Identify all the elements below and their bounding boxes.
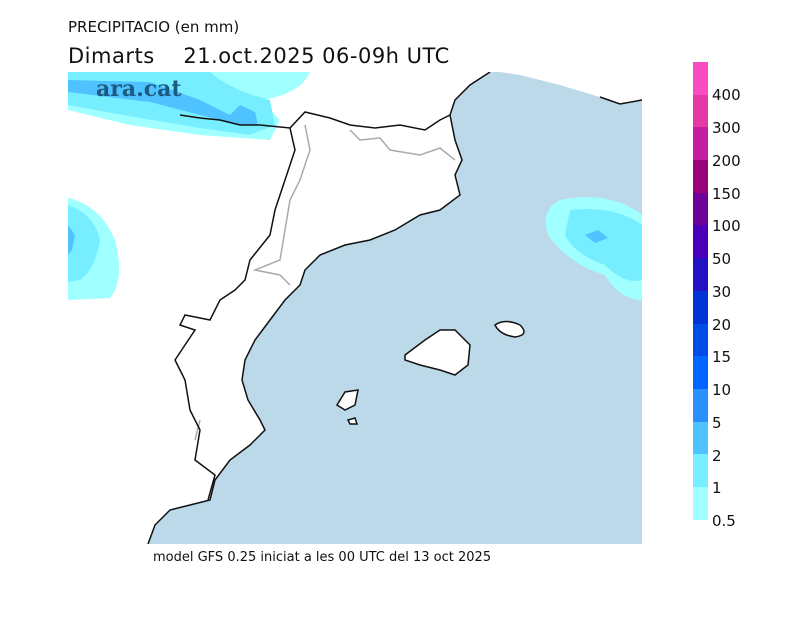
legend-swatch-150 [693, 160, 708, 193]
legend-swatch-5 [693, 388, 708, 422]
precipitation-map [68, 72, 642, 544]
legend-swatch-20 [693, 290, 708, 324]
formentera [346, 417, 359, 425]
legend-label: 5 [712, 414, 722, 432]
legend-swatch-15 [693, 323, 708, 357]
legend-label: 15 [712, 348, 732, 366]
sea [148, 72, 642, 544]
legend-label: 0.5 [712, 512, 736, 530]
legend-swatch-0.5 [693, 486, 708, 520]
legend-swatch-200 [693, 127, 708, 161]
legend-label: 200 [712, 152, 741, 170]
legend-label: 100 [712, 217, 741, 235]
legend-swatch-2 [693, 421, 708, 455]
legend-label: 50 [712, 250, 732, 268]
legend-swatch-400 [693, 62, 708, 95]
menorca [494, 320, 525, 338]
legend-swatch-300 [693, 94, 708, 128]
legend-label: 20 [712, 316, 732, 334]
region-borders [194, 124, 456, 441]
color-legend [693, 62, 708, 520]
legend-label: 1 [712, 479, 722, 497]
legend-label: 300 [712, 119, 741, 137]
precip-areas [68, 72, 642, 300]
legend-label: 400 [712, 86, 741, 104]
ibiza [335, 389, 359, 411]
mallorca [404, 329, 471, 376]
logo: ara.cat [96, 76, 182, 102]
legend-swatch-1 [693, 454, 708, 487]
map-title: PRECIPITACIO (en mm) [68, 18, 240, 36]
map-subtitle: Dimarts 21.oct.2025 06-09h UTC [68, 44, 450, 68]
legend-label: 30 [712, 283, 732, 301]
legend-label: 150 [712, 185, 741, 203]
model-info: model GFS 0.25 iniciat a les 00 UTC del … [153, 550, 492, 565]
legend-label: 10 [712, 381, 732, 399]
legend-swatch-100 [693, 192, 708, 226]
legend-swatch-30 [693, 258, 708, 291]
legend-label: 2 [712, 447, 722, 465]
legend-swatch-10 [693, 356, 708, 389]
coastline-and-borders [147, 72, 642, 544]
legend-swatch-50 [693, 225, 708, 259]
